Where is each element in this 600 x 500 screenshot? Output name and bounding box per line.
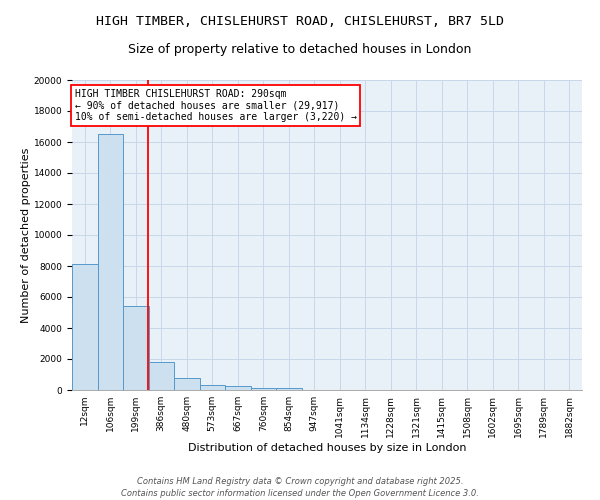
- Bar: [225, 386, 251, 390]
- Bar: [276, 388, 302, 390]
- Bar: [123, 306, 149, 390]
- Y-axis label: Number of detached properties: Number of detached properties: [21, 148, 31, 322]
- Bar: [72, 264, 97, 390]
- Bar: [199, 386, 225, 390]
- Bar: [251, 388, 276, 390]
- Text: HIGH TIMBER, CHISLEHURST ROAD, CHISLEHURST, BR7 5LD: HIGH TIMBER, CHISLEHURST ROAD, CHISLEHUR…: [96, 15, 504, 28]
- Bar: [97, 134, 123, 390]
- Text: Size of property relative to detached houses in London: Size of property relative to detached ho…: [128, 44, 472, 57]
- Text: HIGH TIMBER CHISLEHURST ROAD: 290sqm
← 90% of detached houses are smaller (29,91: HIGH TIMBER CHISLEHURST ROAD: 290sqm ← 9…: [74, 90, 356, 122]
- Bar: [149, 362, 174, 390]
- Bar: [174, 378, 199, 390]
- Text: Contains HM Land Registry data © Crown copyright and database right 2025.
Contai: Contains HM Land Registry data © Crown c…: [121, 476, 479, 498]
- X-axis label: Distribution of detached houses by size in London: Distribution of detached houses by size …: [188, 442, 466, 452]
